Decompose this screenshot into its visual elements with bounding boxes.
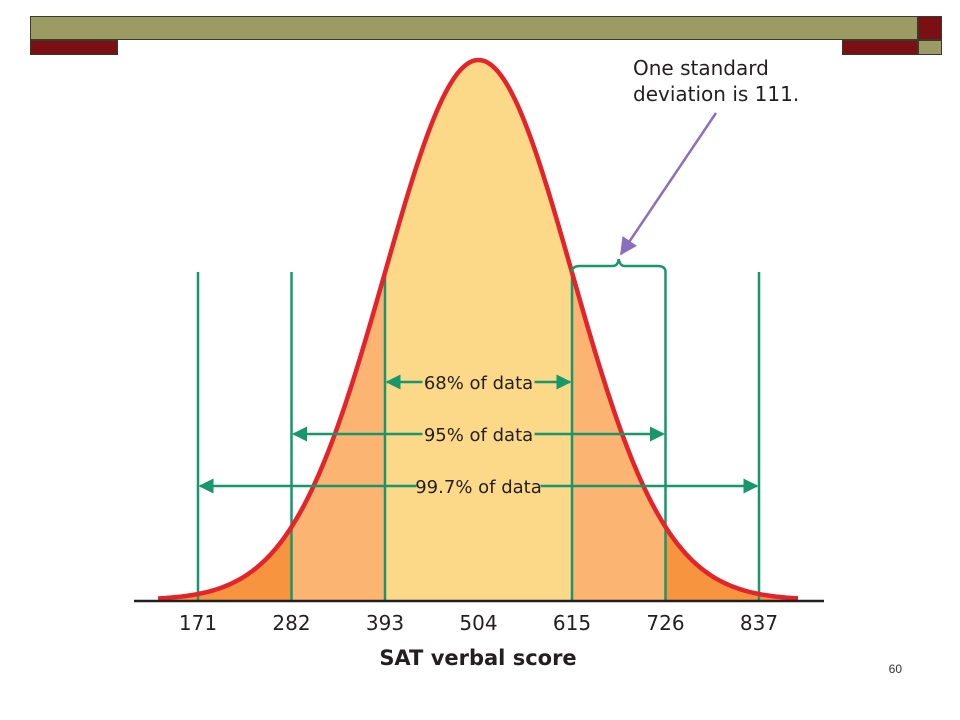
x-tick-label-615: 615 (553, 611, 591, 635)
banner-maroon-square (918, 16, 942, 40)
range-label-3: 99.7% of data (415, 477, 542, 498)
x-tick-label-171: 171 (179, 611, 217, 635)
x-tick-label-726: 726 (646, 611, 684, 635)
x-tick-label-504: 504 (459, 611, 497, 635)
x-tick-label-837: 837 (740, 611, 778, 635)
annotation-line-1: One standard (633, 56, 769, 80)
banner-olive-small (918, 40, 942, 55)
banner-bar (30, 16, 918, 40)
range-label-1: 68% of data (424, 373, 533, 394)
banner-maroon-right (842, 40, 918, 55)
range-label-2: 95% of data (424, 425, 533, 446)
x-tick-label-393: 393 (366, 611, 404, 635)
banner-maroon-left (30, 40, 118, 55)
annotation-line-2: deviation is 111. (633, 82, 799, 106)
x-axis-label: SAT verbal score (379, 646, 576, 670)
band-fill-1 (385, 60, 572, 600)
density-curve (157, 57, 799, 601)
sd-brace (570, 258, 667, 273)
page-number: 60 (888, 662, 902, 676)
x-tick-label-282: 282 (272, 611, 310, 635)
annotation-arrow (619, 112, 718, 256)
